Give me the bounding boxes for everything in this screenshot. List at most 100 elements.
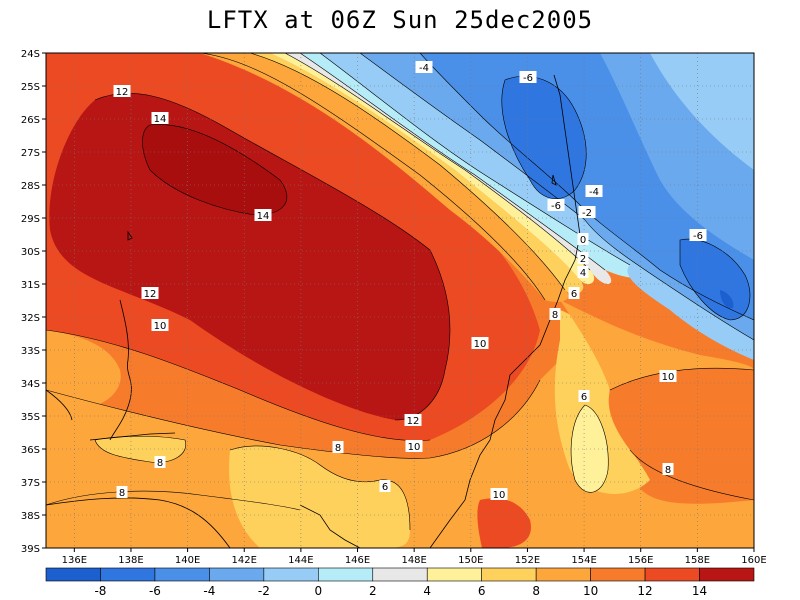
contour-label-bg bbox=[405, 440, 423, 452]
colorbar-segment bbox=[263, 567, 319, 582]
lon-tick-label: 156E bbox=[628, 555, 653, 566]
band-10-12-small bbox=[477, 498, 531, 548]
contour-label-bg bbox=[332, 441, 344, 453]
contour-label-bg bbox=[547, 199, 565, 211]
contour-label-bg bbox=[490, 488, 508, 500]
band-14-up bbox=[49, 93, 451, 420]
colorbar-label: 8 bbox=[532, 584, 540, 598]
lat-tick-label: 30S bbox=[21, 247, 40, 258]
lat-tick-label: 24S bbox=[21, 49, 40, 60]
contour-label: 8 bbox=[335, 443, 341, 454]
lat-tick-label: 28S bbox=[21, 181, 40, 192]
lat-tick-label: 25S bbox=[21, 82, 40, 93]
colorbar-segment bbox=[590, 567, 646, 582]
contour-label: -6 bbox=[551, 201, 561, 212]
lat-tick-label: 36S bbox=[21, 445, 40, 456]
plot-frame bbox=[45, 52, 755, 549]
band-14-inner bbox=[142, 124, 287, 215]
colorbar: -8 -6 -4 -2 0 2 4 6 8 10 12 14 bbox=[45, 567, 755, 598]
contour-label: -6 bbox=[523, 73, 533, 84]
contour-label-bg bbox=[471, 337, 489, 349]
contour-label: 2 bbox=[580, 254, 586, 265]
lat-tick-label: 34S bbox=[21, 379, 40, 390]
colorbar-label: 4 bbox=[423, 584, 431, 598]
contour-label: 8 bbox=[119, 488, 125, 499]
contour-label-bg bbox=[404, 414, 422, 426]
colorbar-segment bbox=[481, 567, 537, 582]
contour-label-bg bbox=[151, 319, 169, 331]
band-neg6-core-east bbox=[680, 239, 750, 320]
contour-label: 12 bbox=[116, 87, 129, 98]
contour-label: 0 bbox=[580, 235, 586, 246]
contour-label-bg bbox=[659, 370, 677, 382]
contour-label-bg bbox=[585, 185, 603, 197]
contour-label-bg bbox=[116, 486, 128, 498]
contour-label-bg bbox=[154, 456, 166, 468]
contour-label: 10 bbox=[662, 372, 675, 383]
colorbar-segment bbox=[644, 567, 700, 582]
latitude-axis: 24S 25S 26S 27S 28S 29S 30S 31S 32S 33S 34S 35S 36S 3… bbox=[21, 49, 46, 555]
map-title: LFTX at 06Z Sun 25dec2005 bbox=[206, 6, 594, 34]
contour-lines bbox=[46, 53, 754, 531]
contour-label: -4 bbox=[589, 187, 599, 198]
lon-tick-label: 142E bbox=[232, 555, 257, 566]
lat-tick-label: 33S bbox=[21, 346, 40, 357]
lat-tick-label: 38S bbox=[21, 511, 40, 522]
contour-label: 8 bbox=[665, 465, 671, 476]
lon-tick-label: 160E bbox=[741, 555, 766, 566]
lat-tick-label: 29S bbox=[21, 214, 40, 225]
colorbar-label: 14 bbox=[692, 584, 707, 598]
lon-tick-label: 150E bbox=[458, 555, 483, 566]
lat-tick-label: 39S bbox=[21, 544, 40, 555]
lat-tick-label: 32S bbox=[21, 313, 40, 324]
lat-tick-label: 26S bbox=[21, 115, 40, 126]
contour-label-bg bbox=[379, 480, 391, 492]
contour-label-bg bbox=[141, 287, 159, 299]
contour-label-bg bbox=[689, 229, 707, 241]
contour-label: 10 bbox=[493, 490, 506, 501]
colorbar-label: -6 bbox=[149, 584, 161, 598]
contour-label-bg bbox=[578, 206, 596, 218]
band-8-10-ridge bbox=[200, 53, 569, 302]
contour-label-bg bbox=[549, 308, 561, 320]
contour-label-bg bbox=[254, 209, 272, 221]
band-6-8-south bbox=[229, 445, 410, 548]
contour-label: -6 bbox=[693, 231, 703, 242]
colorbar-label: 12 bbox=[637, 584, 652, 598]
lon-tick-label: 154E bbox=[571, 555, 596, 566]
band-4-6-pocket bbox=[571, 405, 609, 493]
lon-tick-label: 146E bbox=[345, 555, 370, 566]
colorbar-segment bbox=[699, 567, 755, 582]
contour-label-bg bbox=[662, 463, 674, 475]
contour-label: 12 bbox=[407, 416, 420, 427]
colorbar-label: 2 bbox=[369, 584, 377, 598]
contour-label-bg bbox=[568, 287, 580, 299]
colorbar-segment bbox=[100, 567, 156, 582]
band-neg8-spot bbox=[720, 290, 734, 309]
colorbar-label: 0 bbox=[314, 584, 322, 598]
lat-tick-label: 35S bbox=[21, 412, 40, 423]
contour-label: 10 bbox=[474, 339, 487, 350]
colorbar-label: -8 bbox=[94, 584, 106, 598]
contour-label-bg bbox=[577, 266, 589, 278]
colorbar-segment bbox=[535, 567, 591, 582]
longitude-axis: 136E 138E 140E 142E 144E 146E 148E 150E 152E 154E… bbox=[62, 548, 767, 566]
colorbar-label: -4 bbox=[203, 584, 215, 598]
colorbar-label: 6 bbox=[478, 584, 486, 598]
lon-tick-label: 148E bbox=[401, 555, 426, 566]
coastline bbox=[46, 74, 581, 548]
contour-label-bg bbox=[578, 390, 590, 402]
contour-label: 6 bbox=[382, 482, 388, 493]
contour-label: 10 bbox=[154, 321, 167, 332]
filled-contours bbox=[46, 53, 754, 548]
contour-label: -4 bbox=[419, 63, 429, 74]
lon-tick-label: 152E bbox=[515, 555, 540, 566]
lon-tick-label: 138E bbox=[118, 555, 143, 566]
band-6-8-island bbox=[95, 436, 186, 463]
lat-tick-label: 37S bbox=[21, 478, 40, 489]
contour-label: 8 bbox=[157, 458, 163, 469]
contour-label: 6 bbox=[571, 289, 577, 300]
contour-labels: 12 14 14 12 10 10 12 10 8 8 6 10 8 10 8 6 8 -4 -6 -6 -4 -2 0 2 4… bbox=[113, 61, 707, 501]
contour-label: 10 bbox=[408, 442, 421, 453]
